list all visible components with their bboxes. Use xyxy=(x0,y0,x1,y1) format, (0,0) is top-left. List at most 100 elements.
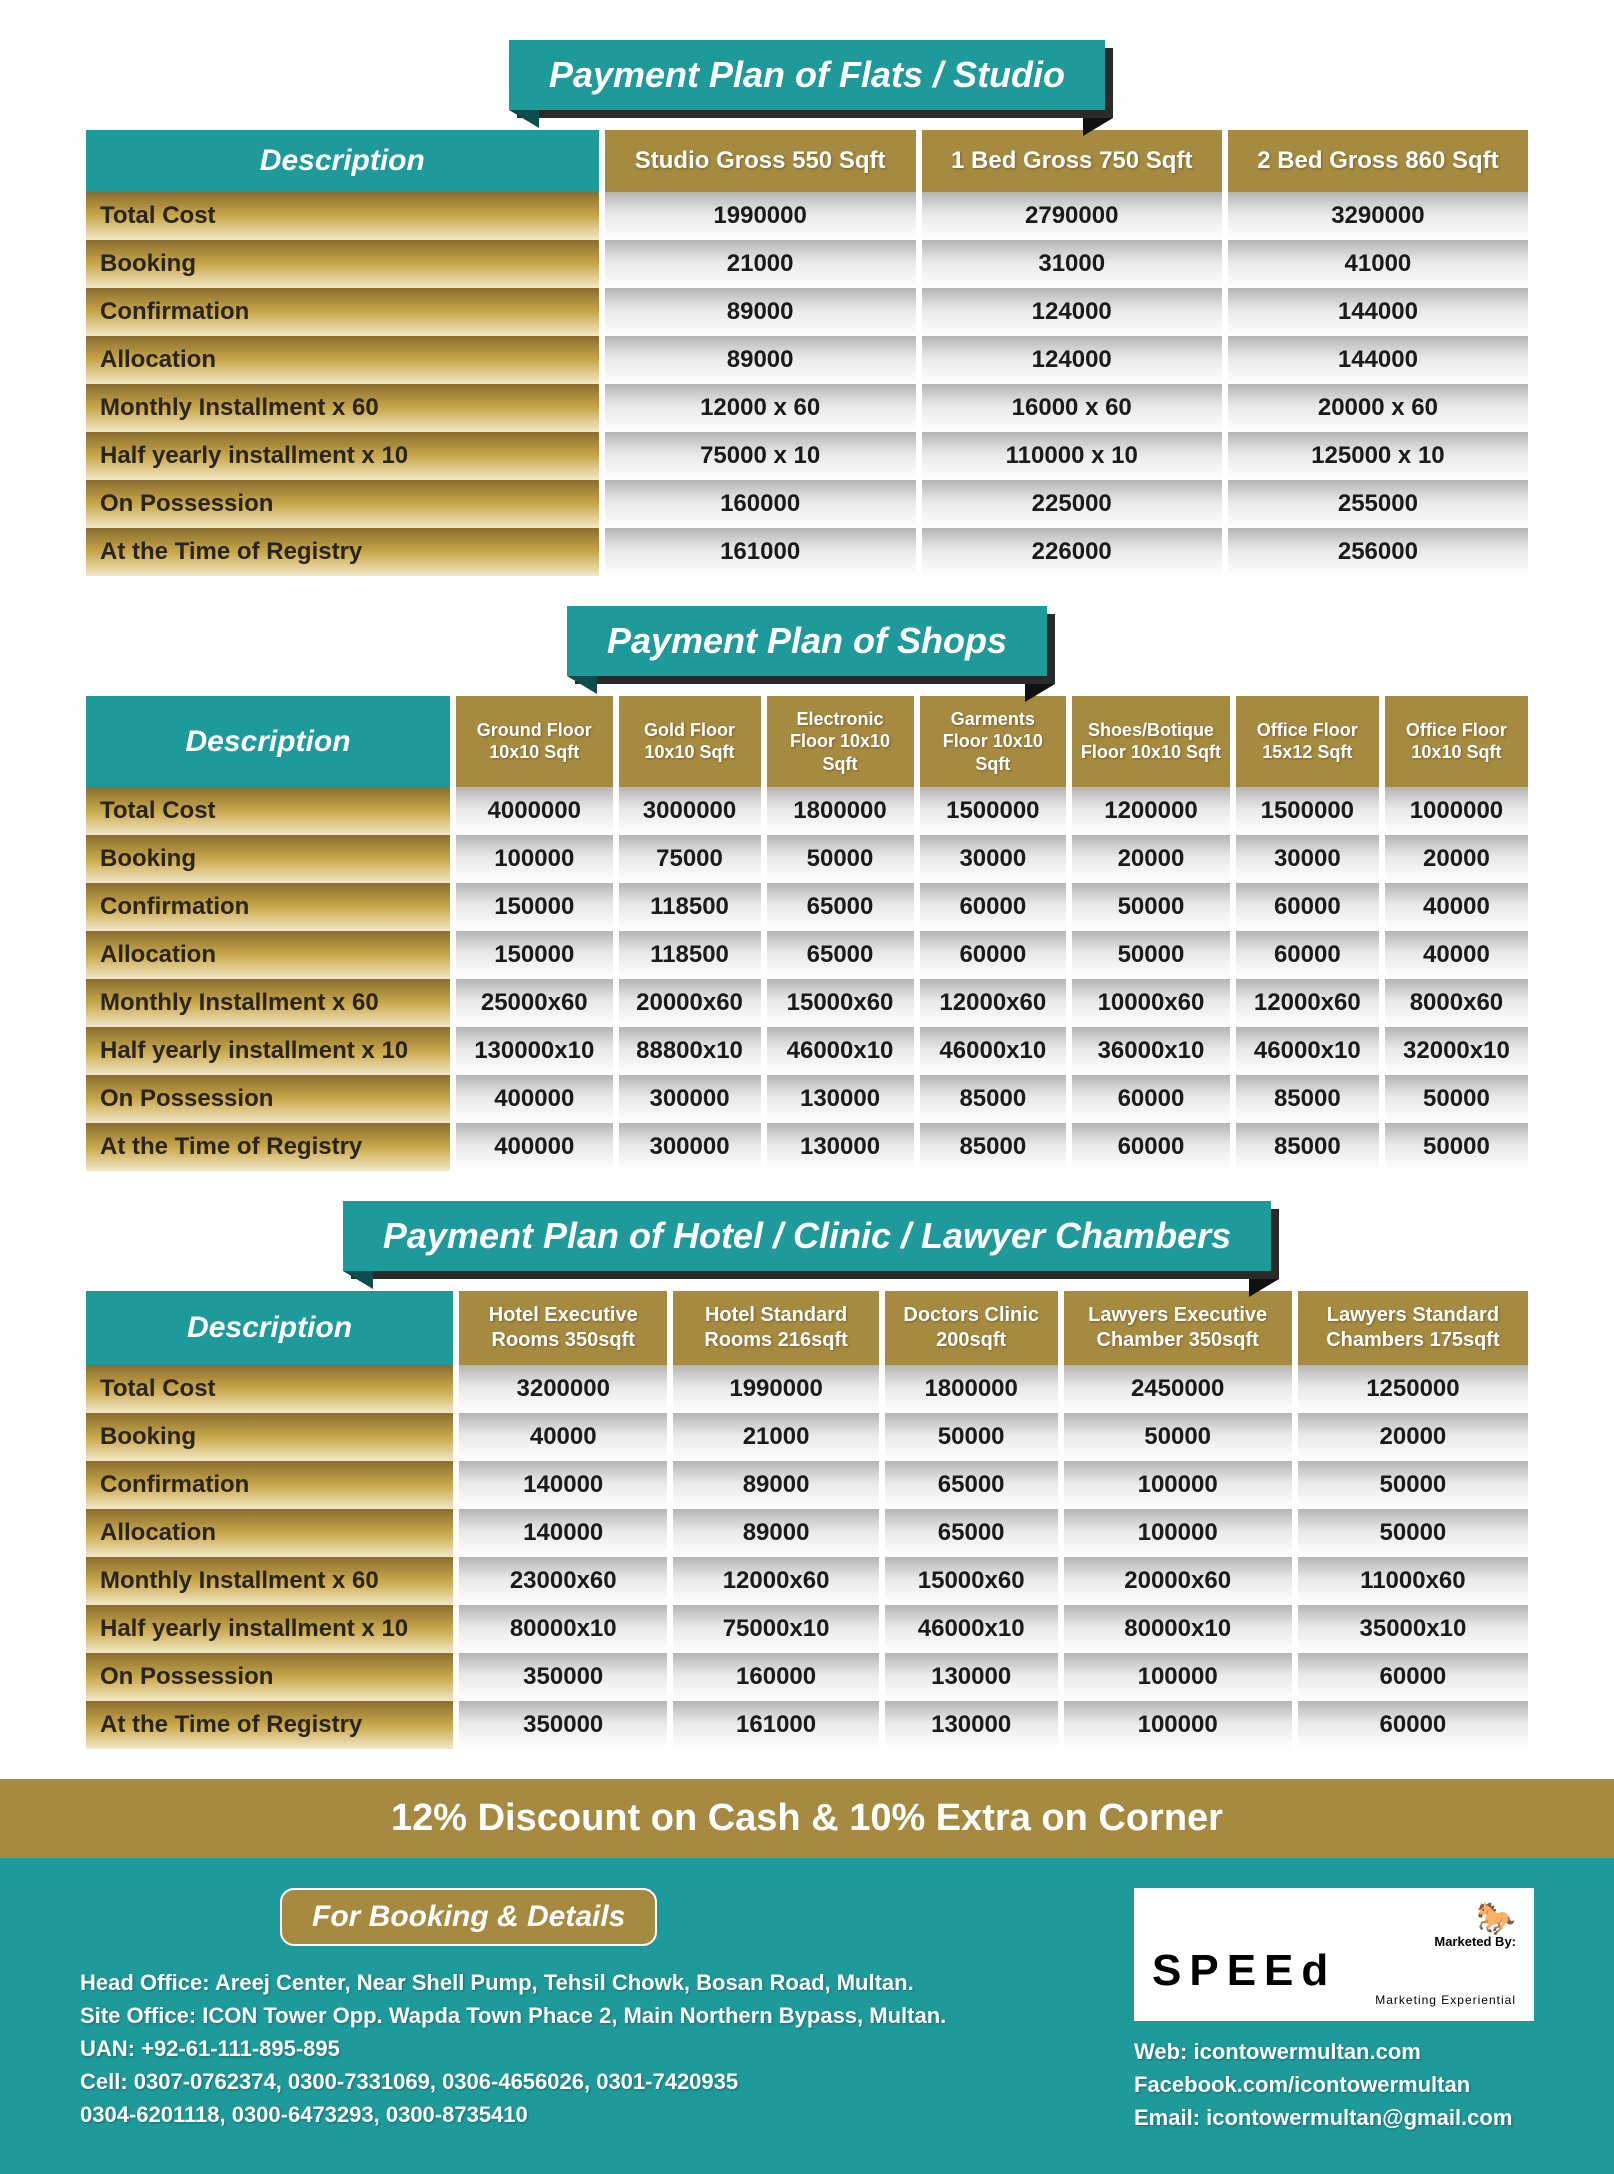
value-cell: 46000x10 xyxy=(767,1027,914,1075)
payment-section-2: Payment Plan of Hotel / Clinic / Lawyer … xyxy=(80,1201,1534,1749)
value-cell: 60000 xyxy=(1236,883,1379,931)
value-cell: 100000 xyxy=(1064,1509,1292,1557)
column-header: Hotel Executive Rooms 350sqft xyxy=(459,1291,667,1365)
table-row: At the Time of Registry16100022600025600… xyxy=(86,528,1528,576)
value-cell: 225000 xyxy=(922,480,1222,528)
value-cell: 1800000 xyxy=(767,787,914,835)
row-label: Half yearly installment x 10 xyxy=(86,1027,450,1075)
row-label: Allocation xyxy=(86,931,450,979)
value-cell: 140000 xyxy=(459,1509,667,1557)
value-cell: 110000 x 10 xyxy=(922,432,1222,480)
value-cell: 60000 xyxy=(920,883,1067,931)
row-label: Half yearly installment x 10 xyxy=(86,1605,453,1653)
value-cell: 65000 xyxy=(767,931,914,979)
value-cell: 20000 xyxy=(1298,1413,1528,1461)
value-cell: 1990000 xyxy=(673,1365,878,1413)
value-cell: 1250000 xyxy=(1298,1365,1528,1413)
value-cell: 255000 xyxy=(1228,480,1528,528)
value-cell: 40000 xyxy=(459,1413,667,1461)
value-cell: 130000 xyxy=(885,1653,1058,1701)
column-header: 2 Bed Gross 860 Sqft xyxy=(1228,130,1528,192)
table-row: Confirmation1500001185006500060000500006… xyxy=(86,883,1528,931)
section-title: Payment Plan of Hotel / Clinic / Lawyer … xyxy=(343,1201,1271,1271)
value-cell: 46000x10 xyxy=(885,1605,1058,1653)
value-cell: 75000 x 10 xyxy=(605,432,916,480)
section-title: Payment Plan of Flats / Studio xyxy=(509,40,1105,110)
value-cell: 50000 xyxy=(767,835,914,883)
table-row: Monthly Installment x 6025000x6020000x60… xyxy=(86,979,1528,1027)
row-label: Booking xyxy=(86,1413,453,1461)
value-cell: 300000 xyxy=(619,1075,761,1123)
value-cell: 130000 xyxy=(885,1701,1058,1749)
column-header: 1 Bed Gross 750 Sqft xyxy=(922,130,1222,192)
value-cell: 12000x60 xyxy=(673,1557,878,1605)
row-label: Monthly Installment x 60 xyxy=(86,1557,453,1605)
value-cell: 3200000 xyxy=(459,1365,667,1413)
value-cell: 12000 x 60 xyxy=(605,384,916,432)
footer-right: 🐎 Marketed By: SPEEd Marketing Experient… xyxy=(1134,1888,1534,2134)
row-label: At the Time of Registry xyxy=(86,1123,450,1171)
value-cell: 65000 xyxy=(767,883,914,931)
table-row: On Possession400000300000130000850006000… xyxy=(86,1075,1528,1123)
row-label: Booking xyxy=(86,240,599,288)
head-office-line: Head Office: Areej Center, Near Shell Pu… xyxy=(80,1966,1104,1999)
value-cell: 400000 xyxy=(456,1075,613,1123)
email-line: Email: icontowermultan@gmail.com xyxy=(1134,2101,1534,2134)
value-cell: 10000x60 xyxy=(1072,979,1230,1027)
description-header: Description xyxy=(86,1291,453,1365)
value-cell: 20000 xyxy=(1072,835,1230,883)
value-cell: 1500000 xyxy=(1236,787,1379,835)
section-title-wrap: Payment Plan of Hotel / Clinic / Lawyer … xyxy=(80,1201,1534,1271)
row-label: Allocation xyxy=(86,1509,453,1557)
value-cell: 80000x10 xyxy=(1064,1605,1292,1653)
footer-contact-text: Head Office: Areej Center, Near Shell Pu… xyxy=(80,1966,1104,2131)
value-cell: 21000 xyxy=(605,240,916,288)
value-cell: 36000x10 xyxy=(1072,1027,1230,1075)
column-header: Office Floor 15x12 Sqft xyxy=(1236,696,1379,788)
value-cell: 161000 xyxy=(605,528,916,576)
value-cell: 11000x60 xyxy=(1298,1557,1528,1605)
footer-left: For Booking & Details Head Office: Areej… xyxy=(80,1888,1104,2134)
value-cell: 50000 xyxy=(1072,883,1230,931)
value-cell: 12000x60 xyxy=(1236,979,1379,1027)
value-cell: 20000x60 xyxy=(619,979,761,1027)
booking-button[interactable]: For Booking & Details xyxy=(280,1888,657,1946)
column-header: Ground Floor 10x10 Sqft xyxy=(456,696,613,788)
value-cell: 46000x10 xyxy=(1236,1027,1379,1075)
column-header: Doctors Clinic 200sqft xyxy=(885,1291,1058,1365)
row-label: Total Cost xyxy=(86,192,599,240)
value-cell: 65000 xyxy=(885,1509,1058,1557)
value-cell: 30000 xyxy=(1236,835,1379,883)
table-row: Allocation150000118500650006000050000600… xyxy=(86,931,1528,979)
logo-main-text: SPEEd xyxy=(1152,1949,1516,1993)
value-cell: 256000 xyxy=(1228,528,1528,576)
value-cell: 150000 xyxy=(456,931,613,979)
table-row: Monthly Installment x 6012000 x 6016000 … xyxy=(86,384,1528,432)
cell-line: Cell: 0307-0762374, 0300-7331069, 0306-4… xyxy=(80,2065,1104,2098)
value-cell: 30000 xyxy=(920,835,1067,883)
value-cell: 150000 xyxy=(456,883,613,931)
section-title-wrap: Payment Plan of Shops xyxy=(80,606,1534,676)
discount-banner: 12% Discount on Cash & 10% Extra on Corn… xyxy=(0,1779,1614,1858)
tables-container: Payment Plan of Flats / Studio Descriptio… xyxy=(80,40,1534,1749)
value-cell: 60000 xyxy=(1072,1075,1230,1123)
row-label: On Possession xyxy=(86,1075,450,1123)
value-cell: 161000 xyxy=(673,1701,878,1749)
value-cell: 80000x10 xyxy=(459,1605,667,1653)
value-cell: 1990000 xyxy=(605,192,916,240)
value-cell: 350000 xyxy=(459,1701,667,1749)
value-cell: 20000 xyxy=(1385,835,1528,883)
description-header: Description xyxy=(86,130,599,192)
value-cell: 89000 xyxy=(605,288,916,336)
value-cell: 32000x10 xyxy=(1385,1027,1528,1075)
value-cell: 50000 xyxy=(1298,1461,1528,1509)
value-cell: 1800000 xyxy=(885,1365,1058,1413)
horse-icon: 🐎 xyxy=(1152,1902,1516,1934)
value-cell: 50000 xyxy=(1064,1413,1292,1461)
value-cell: 100000 xyxy=(1064,1701,1292,1749)
value-cell: 140000 xyxy=(459,1461,667,1509)
uan-line: UAN: +92-61-111-895-895 xyxy=(80,2032,1104,2065)
table-row: Half yearly installment x 1075000 x 1011… xyxy=(86,432,1528,480)
value-cell: 88800x10 xyxy=(619,1027,761,1075)
value-cell: 3290000 xyxy=(1228,192,1528,240)
